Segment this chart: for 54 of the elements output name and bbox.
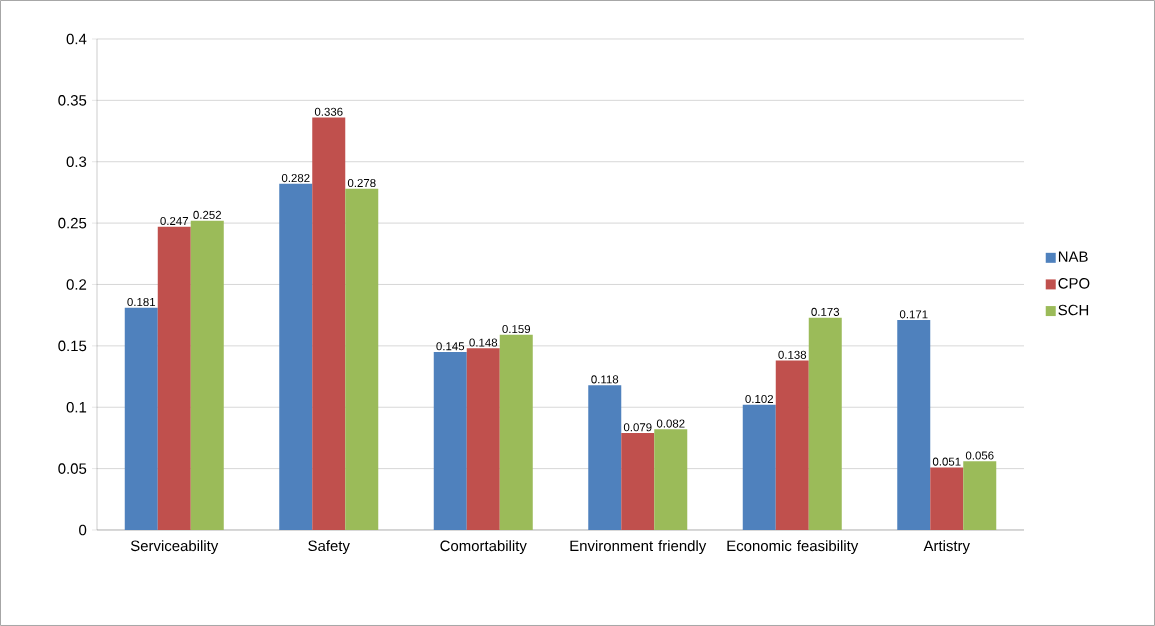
bar [190, 220, 224, 530]
data-label: 0.138 [778, 350, 807, 359]
data-label: 0.278 [347, 178, 376, 188]
data-label: 0.173 [811, 307, 840, 316]
data-label: 0.148 [469, 338, 498, 347]
bar [499, 334, 533, 530]
bar [897, 320, 931, 530]
data-label: 0.247 [160, 216, 189, 226]
data-label: 0.159 [502, 325, 531, 334]
y-tick-label: 0.05 [58, 463, 87, 474]
bar [775, 360, 809, 530]
legend-label: CPO [1058, 278, 1090, 289]
x-tick-label: Serviceability [130, 540, 219, 555]
data-label: 0.082 [656, 419, 685, 428]
legend-label: NAB [1058, 251, 1088, 262]
x-tick-label: Artistry [923, 540, 970, 555]
y-tick-label: 0 [79, 524, 87, 536]
y-tick-label: 0.3 [66, 156, 87, 168]
x-tick-label: Comortability [440, 540, 527, 555]
x-tick-label: Economic feasibility [727, 540, 859, 555]
y-tick-label: 0.4 [66, 33, 87, 45]
data-label: 0.102 [745, 394, 774, 404]
data-label: 0.171 [899, 310, 928, 319]
bar [312, 117, 346, 530]
y-tick-label: 0.35 [58, 95, 87, 106]
data-label: 0.336 [314, 107, 343, 116]
bar [588, 385, 622, 530]
data-label: 0.051 [932, 457, 961, 466]
y-tick-label: 0.1 [66, 401, 87, 413]
bar [157, 226, 191, 530]
bar [433, 352, 467, 530]
bar [808, 317, 842, 530]
bar [621, 433, 655, 530]
bar [345, 188, 379, 530]
bar [742, 404, 776, 530]
bar [654, 429, 688, 530]
y-tick-label: 0.15 [58, 340, 87, 352]
data-label: 0.181 [127, 298, 156, 307]
data-label: 0.079 [623, 423, 652, 432]
bar [279, 183, 313, 530]
bar [930, 467, 964, 530]
data-label: 0.252 [193, 210, 222, 219]
data-label: 0.282 [281, 174, 310, 183]
data-label: 0.056 [965, 451, 994, 460]
y-tick-label: 0.25 [58, 217, 87, 229]
y-tick-label: 0.2 [66, 279, 87, 290]
legend-label: SCH [1058, 304, 1089, 316]
data-label: 0.118 [591, 375, 619, 384]
bar [963, 461, 997, 530]
x-tick-label: Safety [308, 540, 350, 555]
bar [466, 348, 500, 530]
data-label: 0.145 [436, 342, 465, 351]
x-tick-label: Environment friendly [570, 540, 707, 555]
bar [124, 307, 158, 530]
